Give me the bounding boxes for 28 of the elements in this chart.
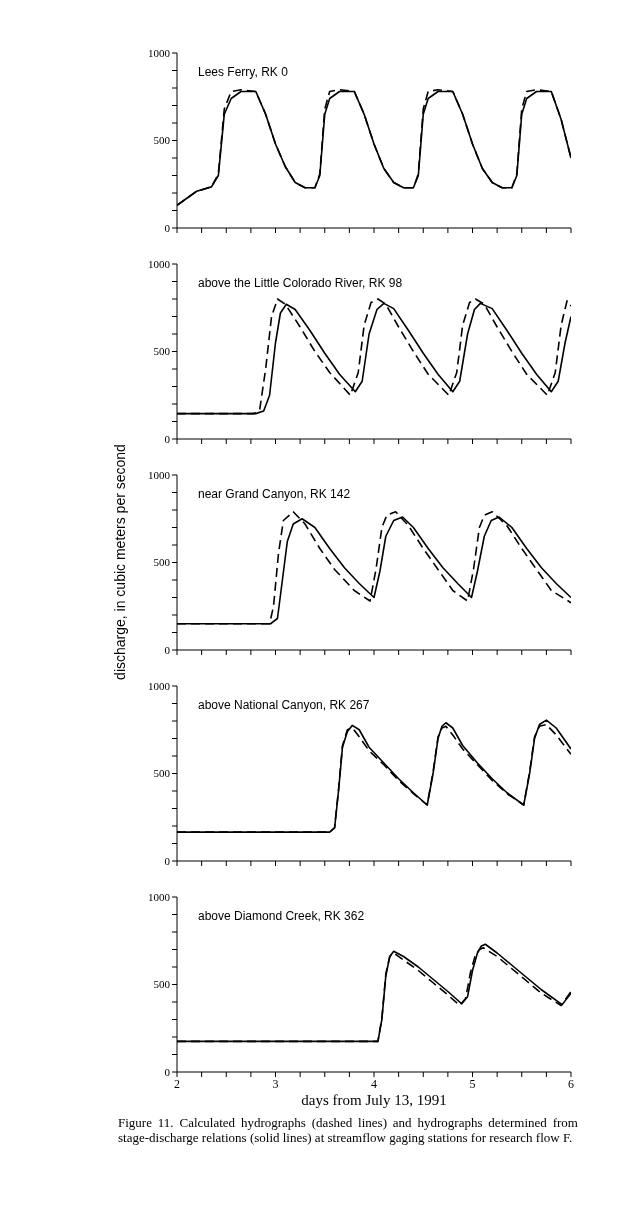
y-tick-label: 0 bbox=[164, 643, 171, 656]
y-tick-label: 1000 bbox=[148, 890, 171, 903]
y-tick-label: 0 bbox=[164, 854, 171, 867]
y-tick-label: 0 bbox=[164, 221, 171, 234]
text: above Diamond Creek, RK 362 bbox=[198, 909, 365, 923]
x-tick-label: 2 bbox=[174, 1076, 180, 1091]
x-axis-title: days from July 13, 1991 bbox=[301, 1091, 447, 1108]
text: above the Little Colorado River, RK 98 bbox=[198, 276, 403, 290]
y-tick-label: 500 bbox=[153, 134, 171, 147]
x-tick-label: 4 bbox=[371, 1076, 377, 1091]
x-tick-label: 3 bbox=[272, 1076, 279, 1091]
y-tick-label: 1000 bbox=[148, 679, 171, 692]
y-tick-label: 1000 bbox=[148, 257, 171, 270]
text: Lees Ferry, RK 0 bbox=[198, 65, 288, 79]
y-tick-label: 0 bbox=[164, 432, 171, 445]
text: above National Canyon, RK 267 bbox=[198, 698, 370, 712]
y-tick-label: 1000 bbox=[148, 468, 171, 481]
x-tick-label: 6 bbox=[568, 1076, 574, 1091]
y-tick-label: 500 bbox=[153, 556, 171, 569]
y-axis-title: discharge, in cubic meters per second bbox=[112, 444, 128, 680]
text: near Grand Canyon, RK 142 bbox=[198, 487, 351, 501]
y-tick-label: 500 bbox=[153, 978, 171, 991]
y-tick-label: 500 bbox=[153, 767, 171, 780]
caption: Figure 11. Calculated hydrographs (dashed lines) and hydrographs determined from stage-discharge relations (solid lines) at streamflow gaging stations for research flow F. bbox=[118, 1115, 578, 1145]
y-tick-label: 500 bbox=[153, 345, 171, 358]
y-tick-label: 1000 bbox=[148, 46, 171, 59]
x-tick-label: 5 bbox=[469, 1076, 476, 1091]
y-tick-label: 0 bbox=[164, 1065, 171, 1078]
